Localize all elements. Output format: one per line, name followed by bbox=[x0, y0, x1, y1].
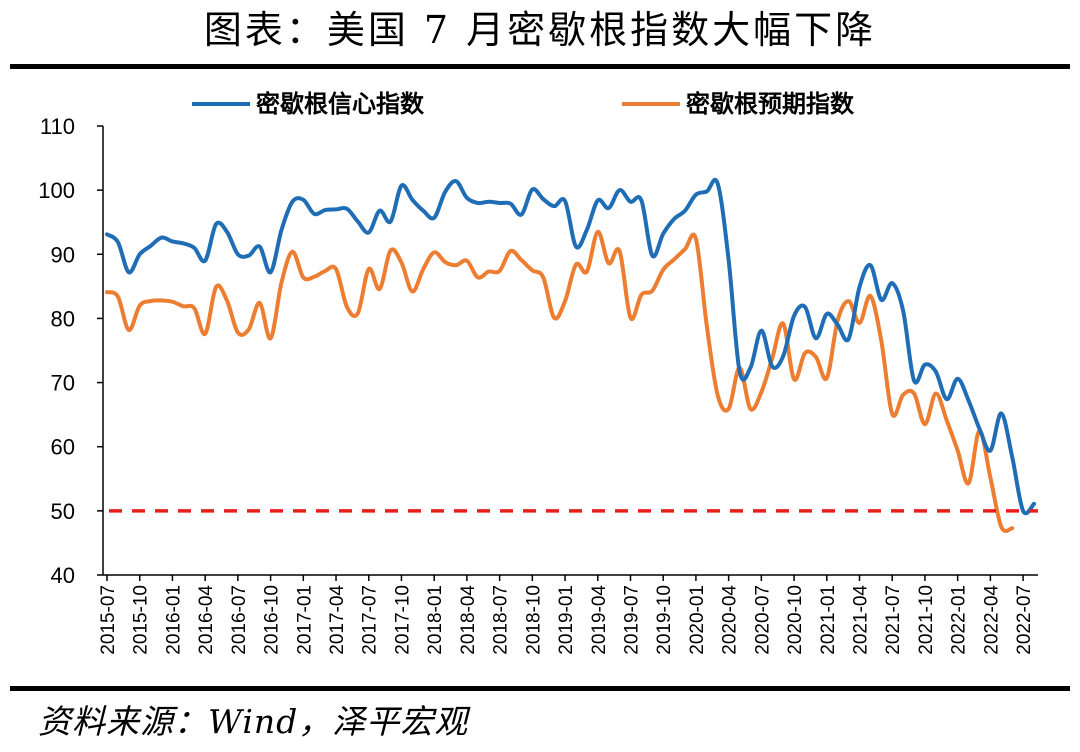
x-tick-label: 2016-01 bbox=[163, 585, 184, 655]
page-title: 图表：美国 7 月密歇根指数大幅下降 bbox=[203, 8, 877, 52]
y-tick-label: 40 bbox=[51, 563, 75, 588]
x-tick-label: 2019-07 bbox=[621, 585, 642, 655]
x-tick-label: 2021-04 bbox=[851, 585, 872, 655]
series-line-confidence bbox=[105, 177, 1036, 516]
x-tick-label: 2017-07 bbox=[360, 585, 381, 655]
x-tick-label: 2017-01 bbox=[294, 585, 315, 655]
bottom-rule bbox=[10, 686, 1070, 691]
legend: 密歇根信心指数 密歇根预期指数 bbox=[192, 90, 855, 118]
x-tick-label: 2021-01 bbox=[818, 585, 839, 655]
x-tick-label: 2022-01 bbox=[949, 585, 970, 655]
x-tick-label: 2019-04 bbox=[589, 585, 610, 655]
series-line-expectations bbox=[105, 229, 1015, 533]
x-tick-label: 2022-04 bbox=[981, 585, 1002, 655]
x-tick-label: 2017-10 bbox=[392, 585, 413, 655]
x-tick-label: 2020-07 bbox=[752, 585, 773, 655]
top-rule bbox=[10, 64, 1070, 69]
x-tick-label: 2020-04 bbox=[720, 585, 741, 655]
y-tick-label: 100 bbox=[38, 178, 75, 203]
x-tick-label: 2015-07 bbox=[98, 585, 119, 655]
x-tick-label: 2017-04 bbox=[327, 585, 348, 655]
x-tick-label: 2021-07 bbox=[883, 585, 904, 655]
x-tick-label: 2018-07 bbox=[491, 585, 512, 655]
y-tick-label: 80 bbox=[51, 306, 75, 331]
x-axis: 2015-07 2015-10 2016-01 2016-04 2016-07 2016-… bbox=[98, 574, 1038, 655]
y-tick-label: 50 bbox=[51, 499, 75, 524]
source-note: 资料来源：Wind，泽平宏观 bbox=[38, 702, 469, 741]
chart: 密歇根信心指数 密歇根预期指数 40 50 60 70 80 90 100 110 2015-… bbox=[38, 90, 1038, 655]
x-tick-label: 2019-10 bbox=[654, 585, 675, 655]
x-tick-label: 2015-10 bbox=[131, 585, 152, 655]
y-axis: 40 50 60 70 80 90 100 110 bbox=[38, 114, 104, 588]
x-tick-label: 2018-04 bbox=[458, 585, 479, 655]
x-tick-label: 2016-04 bbox=[196, 585, 217, 655]
y-tick-label: 110 bbox=[40, 114, 75, 139]
y-tick-label: 60 bbox=[51, 435, 75, 460]
series-layer bbox=[105, 177, 1038, 533]
x-tick-label: 2020-01 bbox=[687, 585, 708, 655]
x-tick-label: 2021-10 bbox=[916, 585, 937, 655]
legend-label-confidence: 密歇根信心指数 bbox=[256, 90, 425, 118]
x-tick-label: 2020-10 bbox=[785, 585, 806, 655]
x-tick-label: 2018-01 bbox=[425, 585, 446, 655]
x-tick-label: 2022-07 bbox=[1014, 585, 1035, 655]
x-tick-label: 2016-10 bbox=[262, 585, 283, 655]
y-tick-label: 70 bbox=[51, 371, 75, 396]
legend-label-expectations: 密歇根预期指数 bbox=[686, 90, 855, 118]
x-tick-label: 2018-10 bbox=[523, 585, 544, 655]
x-tick-label: 2016-07 bbox=[229, 585, 250, 655]
y-tick-label: 90 bbox=[51, 242, 75, 267]
x-tick-label: 2019-01 bbox=[556, 585, 577, 655]
